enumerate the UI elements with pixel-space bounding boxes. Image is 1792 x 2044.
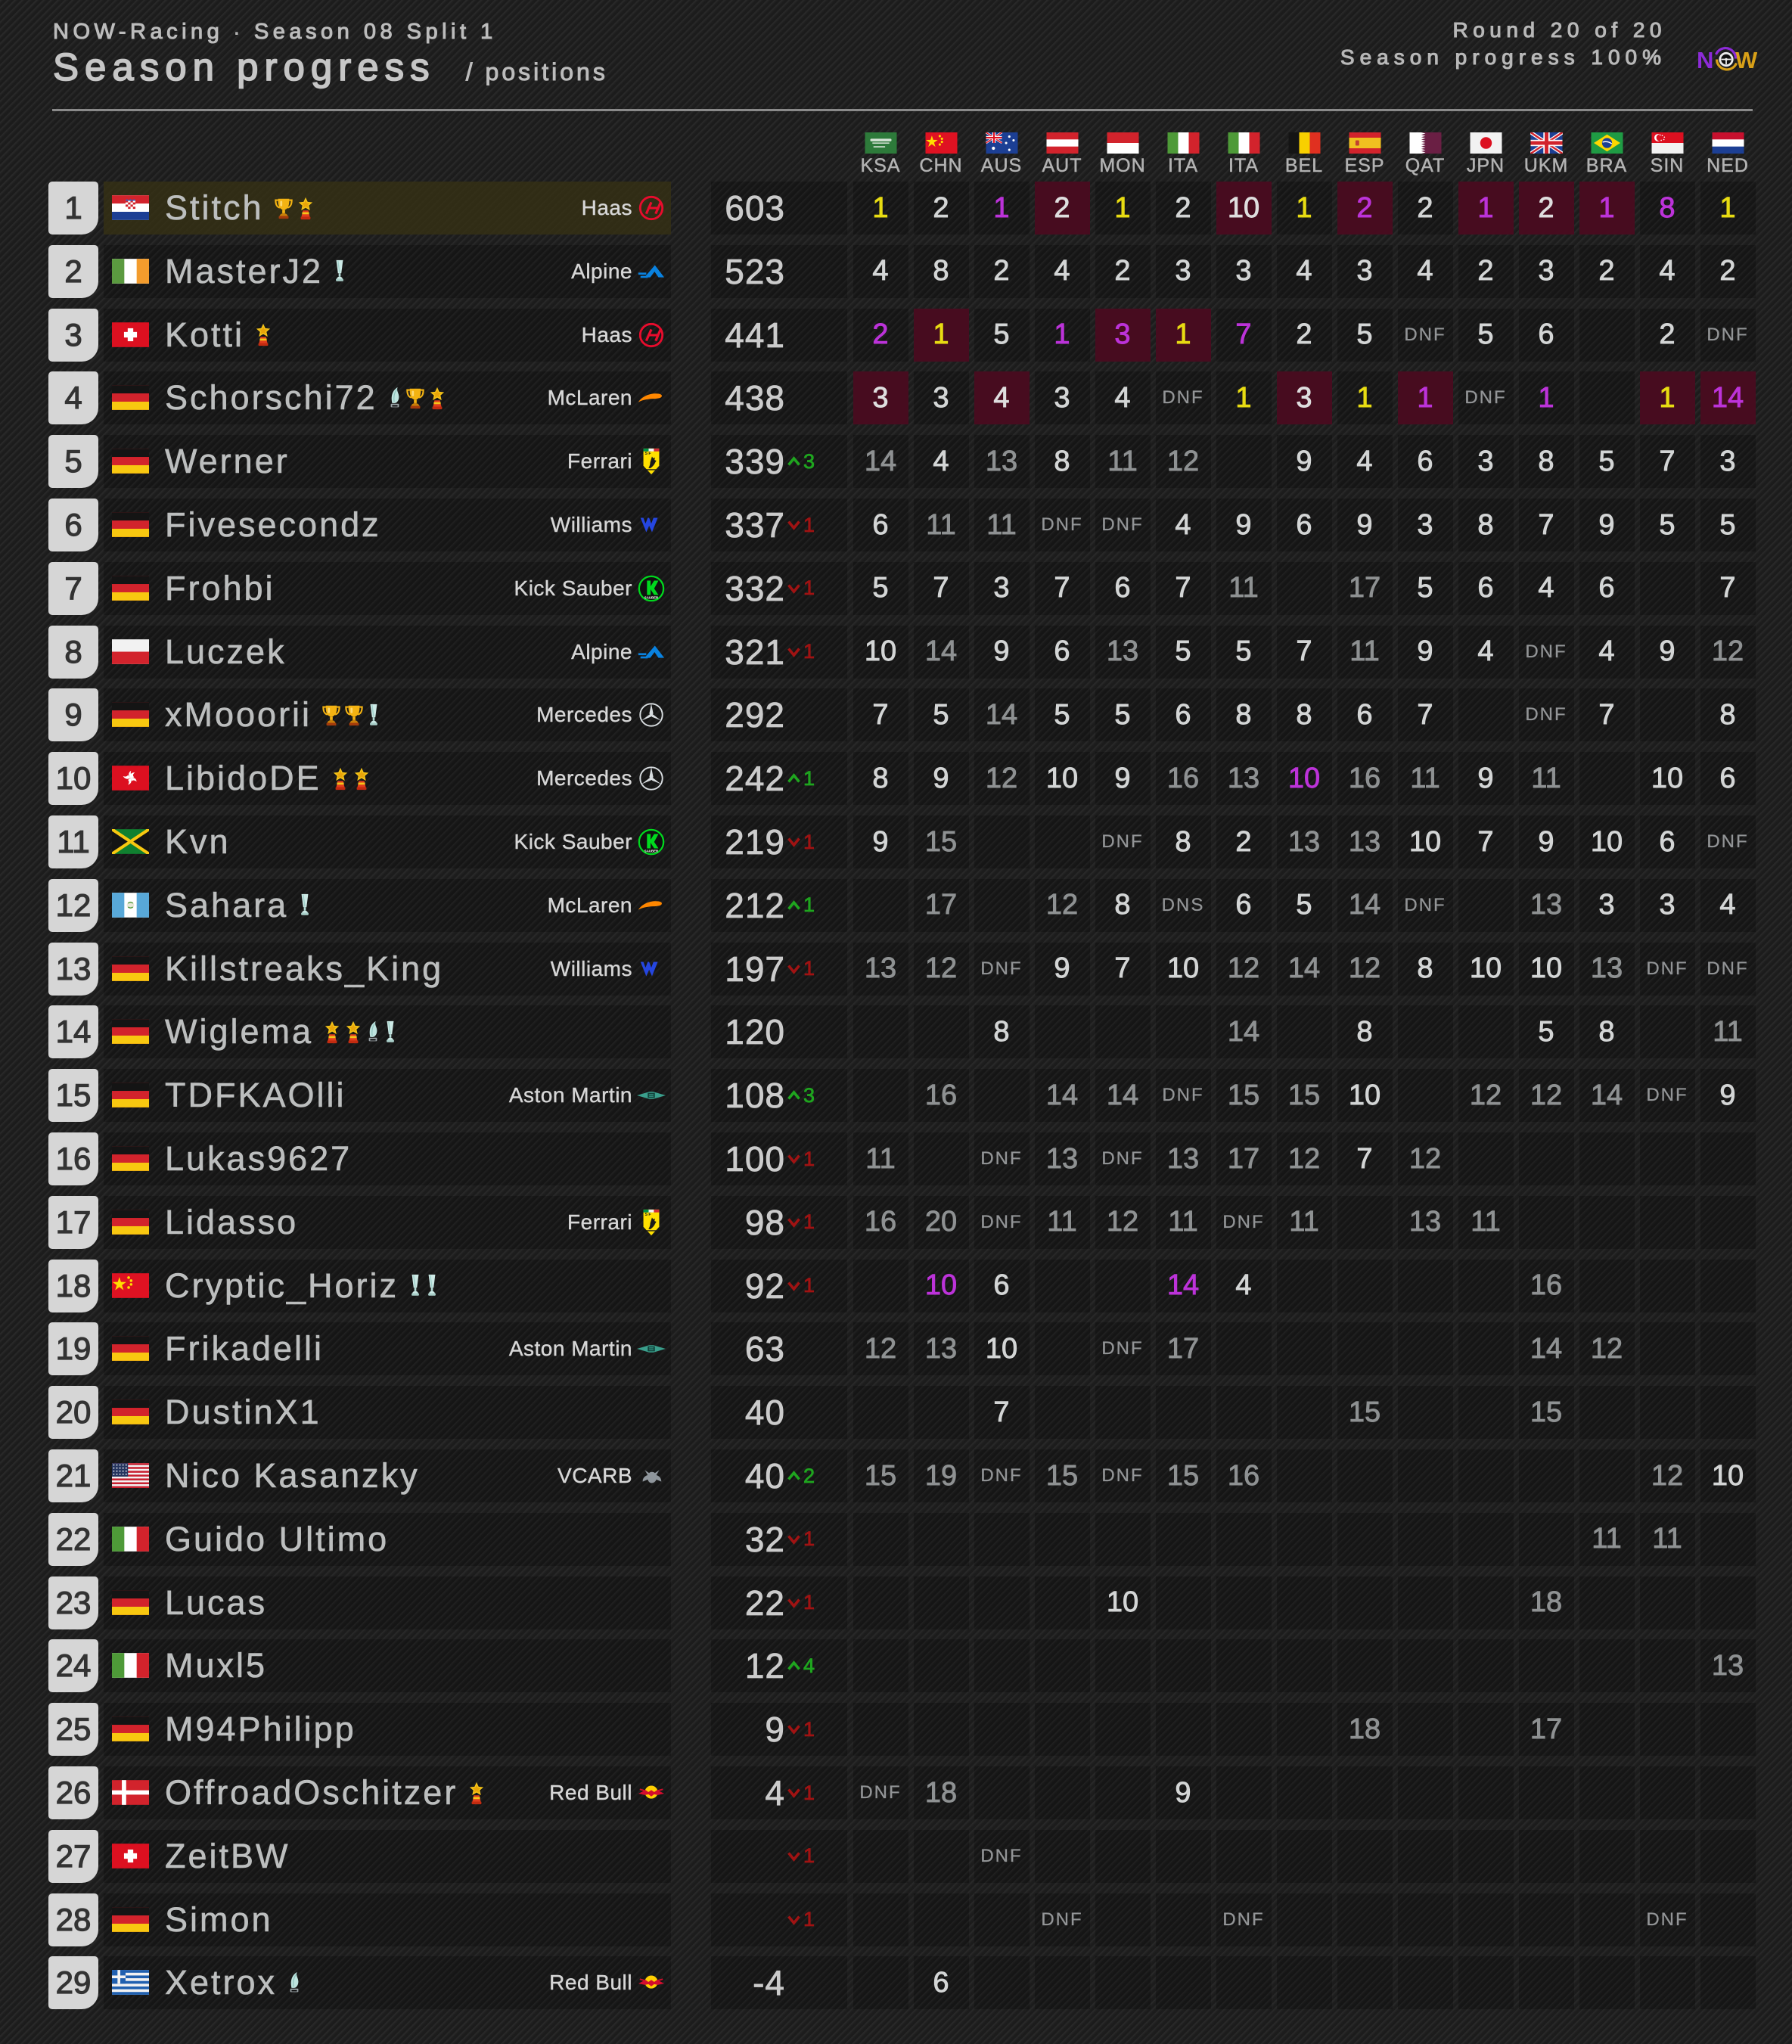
svg-text:SAUBER: SAUBER [644, 849, 659, 853]
svg-text:N: N [1697, 47, 1713, 73]
svg-text:W: W [1735, 47, 1757, 73]
svg-text:SAUBER: SAUBER [644, 595, 659, 599]
svg-text:S F: S F [644, 452, 651, 456]
svg-text:S F: S F [644, 1213, 651, 1217]
